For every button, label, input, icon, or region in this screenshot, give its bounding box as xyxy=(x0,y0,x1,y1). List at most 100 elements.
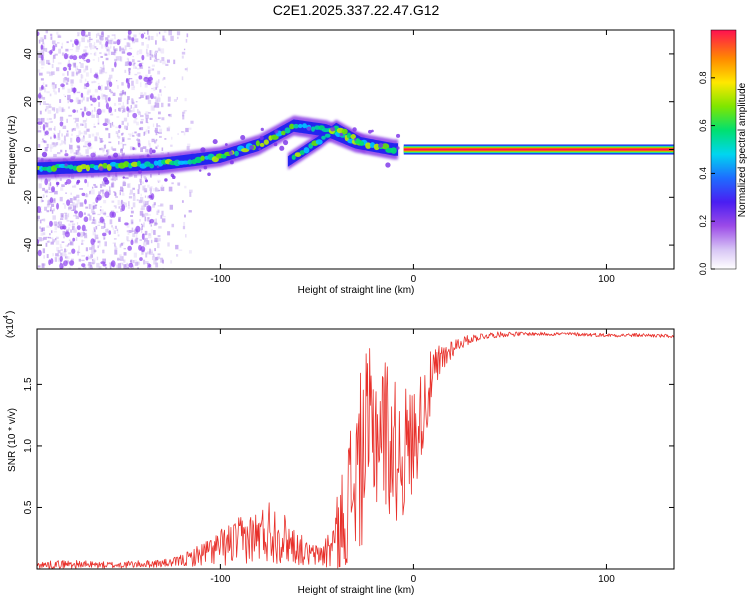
noise-blob xyxy=(81,263,86,267)
x-tick-label: 100 xyxy=(598,574,615,585)
ridge-stray xyxy=(207,172,211,177)
noise-speckle xyxy=(102,149,105,153)
noise-speckle xyxy=(134,175,138,178)
noise-blob xyxy=(49,220,53,227)
noise-speckle xyxy=(110,178,114,181)
noise-speckle xyxy=(61,140,64,145)
noise-speckle xyxy=(131,99,135,105)
noise-blob xyxy=(141,54,145,61)
noise-speckle xyxy=(113,49,116,53)
noise-speckle xyxy=(96,49,98,51)
noise-speckle xyxy=(52,57,55,63)
noise-blob xyxy=(111,211,116,218)
noise-speckle xyxy=(135,79,139,84)
noise-speckle xyxy=(162,215,166,218)
noise-speckle xyxy=(132,107,135,113)
noise-speckle xyxy=(57,224,60,229)
noise-speckle xyxy=(84,123,87,129)
noise-speckle xyxy=(136,51,139,56)
noise-speckle xyxy=(126,222,130,228)
noise-speckle xyxy=(154,257,158,261)
noise-blob xyxy=(90,238,95,245)
noise-speckle xyxy=(49,181,52,186)
noise-speckle xyxy=(143,92,147,97)
noise-speckle xyxy=(127,205,131,209)
noise-speckle xyxy=(106,228,109,233)
noise-speckle xyxy=(51,142,55,145)
noise-blob xyxy=(53,134,56,139)
noise-speckle xyxy=(157,253,161,256)
noise-speckle xyxy=(39,110,42,115)
noise-speckle xyxy=(101,109,106,113)
noise-speckle xyxy=(131,265,134,269)
noise-speckle xyxy=(79,202,84,207)
noise-speckle xyxy=(66,133,69,137)
noise-speckle xyxy=(132,153,135,155)
ridge-stray xyxy=(224,143,228,146)
noise-speckle xyxy=(45,47,48,52)
noise-speckle xyxy=(52,239,56,243)
noise-speckle xyxy=(57,226,62,228)
noise-speckle xyxy=(50,230,53,234)
noise-speckle xyxy=(76,35,80,37)
noise-speckle xyxy=(42,187,46,191)
noise-speckle xyxy=(86,145,91,150)
noise-speckle xyxy=(169,113,172,118)
noise-speckle xyxy=(140,82,142,88)
snr-exponent-base: (x10 xyxy=(5,318,16,338)
noise-speckle xyxy=(120,243,124,246)
noise-speckle xyxy=(76,109,79,113)
noise-blob xyxy=(124,222,129,226)
noise-speckle xyxy=(68,239,71,242)
noise-speckle xyxy=(176,254,179,257)
noise-speckle xyxy=(91,189,95,195)
noise-speckle xyxy=(89,53,93,55)
noise-blob xyxy=(105,40,109,48)
noise-speckle xyxy=(140,94,144,98)
noise-speckle xyxy=(156,210,159,215)
ridge-blob xyxy=(381,143,390,150)
noise-speckle xyxy=(136,234,138,238)
noise-speckle xyxy=(56,247,60,252)
noise-speckle xyxy=(148,112,151,114)
y-tick-label: -20 xyxy=(23,190,34,205)
x-tick-label: -100 xyxy=(210,274,230,285)
noise-speckle xyxy=(144,216,147,222)
noise-speckle xyxy=(65,48,69,52)
branch-blob xyxy=(341,128,348,135)
noise-speckle xyxy=(84,46,88,49)
noise-speckle xyxy=(68,114,72,117)
noise-speckle xyxy=(68,227,70,231)
noise-speckle xyxy=(111,182,115,188)
noise-speckle xyxy=(71,87,73,92)
noise-speckle xyxy=(85,68,88,71)
noise-speckle xyxy=(132,233,136,238)
noise-speckle xyxy=(55,223,57,227)
noise-speckle xyxy=(108,47,111,50)
noise-speckle xyxy=(109,39,113,45)
noise-speckle xyxy=(102,248,105,251)
noise-speckle xyxy=(104,71,108,74)
noise-speckle xyxy=(133,252,137,258)
noise-speckle xyxy=(136,138,141,141)
noise-speckle xyxy=(63,234,66,239)
noise-speckle xyxy=(71,209,75,211)
noise-speckle xyxy=(43,218,46,223)
noise-speckle xyxy=(118,206,121,209)
noise-speckle xyxy=(133,120,137,124)
noise-speckle xyxy=(75,150,80,155)
noise-speckle xyxy=(83,49,87,53)
noise-speckle xyxy=(129,189,133,195)
noise-speckle xyxy=(160,257,164,263)
noise-speckle xyxy=(37,218,40,222)
noise-speckle xyxy=(104,241,107,247)
noise-speckle xyxy=(134,239,138,244)
y-tick-label: 0 xyxy=(23,146,34,152)
noise-speckle xyxy=(70,192,72,195)
ridge-stray xyxy=(203,165,208,170)
noise-speckle xyxy=(153,86,156,92)
ridge-blob xyxy=(365,142,372,149)
noise-speckle xyxy=(152,123,155,128)
noise-speckle xyxy=(42,101,46,105)
noise-speckle xyxy=(69,220,74,223)
